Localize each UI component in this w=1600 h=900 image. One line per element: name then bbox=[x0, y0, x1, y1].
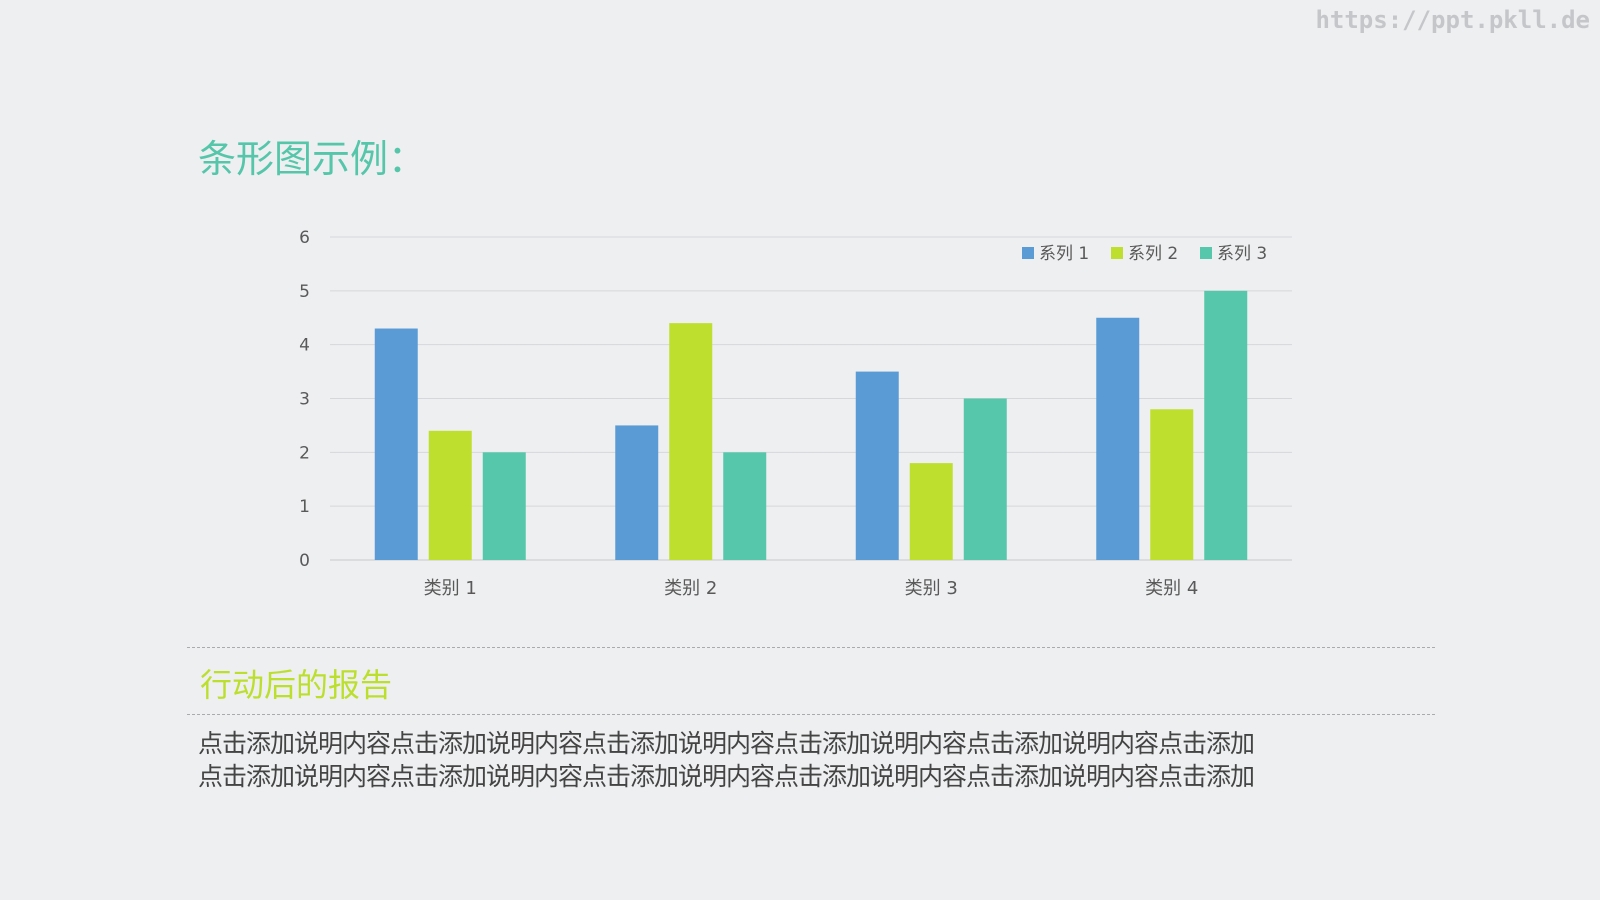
bar bbox=[615, 425, 659, 560]
legend-label: 系列 3 bbox=[1217, 244, 1267, 264]
legend-swatch bbox=[1200, 247, 1212, 259]
top-divider bbox=[187, 647, 1435, 648]
bar bbox=[1096, 317, 1140, 560]
chart-bars bbox=[374, 290, 1248, 560]
bar bbox=[428, 430, 472, 560]
legend-label: 系列 1 bbox=[1039, 244, 1089, 264]
bar bbox=[723, 452, 767, 560]
legend-swatch bbox=[1111, 247, 1123, 259]
section-heading: 行动后的报告 bbox=[200, 666, 393, 704]
bar bbox=[482, 452, 526, 560]
y-tick-label: 3 bbox=[299, 390, 310, 410]
watermark-url: https://ppt.pkll.de bbox=[1315, 6, 1590, 34]
bar bbox=[1150, 409, 1194, 560]
body-text: 点击添加说明内容点击添加说明内容点击添加说明内容点击添加说明内容点击添加说明内容… bbox=[198, 729, 1255, 791]
chart-gridlines bbox=[330, 236, 1292, 561]
chart-legend: 系列 1 系列 2 系列 3 bbox=[1022, 244, 1267, 264]
x-tick-label: 类别 3 bbox=[905, 578, 958, 599]
y-tick-label: 2 bbox=[299, 443, 310, 463]
bar-chart: 0 1 2 3 4 5 6 类别 1 类别 2 类别 3 类别 4 系列 1 系列 2 系列 3 bbox=[299, 228, 1292, 599]
y-tick-label: 5 bbox=[299, 282, 310, 302]
x-tick-label: 类别 1 bbox=[424, 578, 477, 599]
bar bbox=[669, 323, 713, 560]
bottom-divider bbox=[187, 714, 1435, 715]
bar bbox=[963, 398, 1007, 560]
legend-swatch bbox=[1022, 247, 1034, 259]
x-tick-label: 类别 4 bbox=[1145, 578, 1198, 599]
bar bbox=[909, 463, 953, 560]
x-tick-label: 类别 2 bbox=[664, 578, 717, 599]
y-tick-label: 6 bbox=[299, 228, 310, 248]
bar bbox=[1204, 290, 1248, 560]
bar bbox=[374, 328, 418, 560]
y-tick-label: 4 bbox=[299, 336, 310, 356]
y-tick-label: 1 bbox=[299, 497, 310, 517]
y-axis-ticks: 0 1 2 3 4 5 6 bbox=[299, 228, 310, 571]
slide-title: 条形图示例： bbox=[198, 137, 427, 181]
x-axis-labels: 类别 1 类别 2 类别 3 类别 4 bbox=[424, 578, 1199, 599]
legend-label: 系列 2 bbox=[1128, 244, 1178, 264]
y-tick-label: 0 bbox=[299, 551, 310, 571]
bar bbox=[855, 371, 899, 560]
